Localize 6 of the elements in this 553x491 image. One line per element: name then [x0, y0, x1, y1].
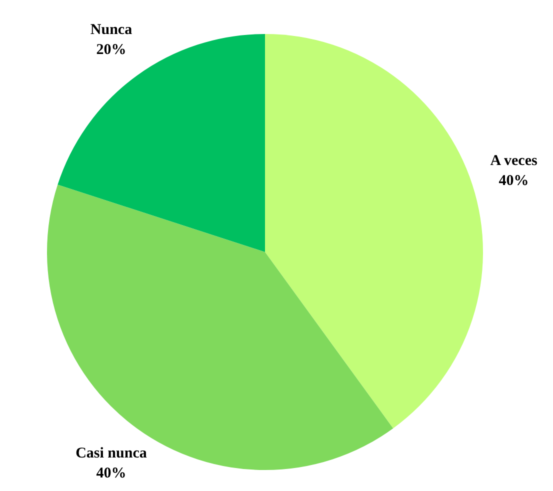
data-label: 40% — [498, 173, 529, 190]
data-label: 20% — [96, 42, 126, 58]
slice-label: A veces — [490, 153, 538, 170]
slice-label: Casi nunca — [76, 446, 148, 462]
slice-label: Nunca — [90, 22, 133, 38]
data-label: 40% — [96, 466, 126, 482]
